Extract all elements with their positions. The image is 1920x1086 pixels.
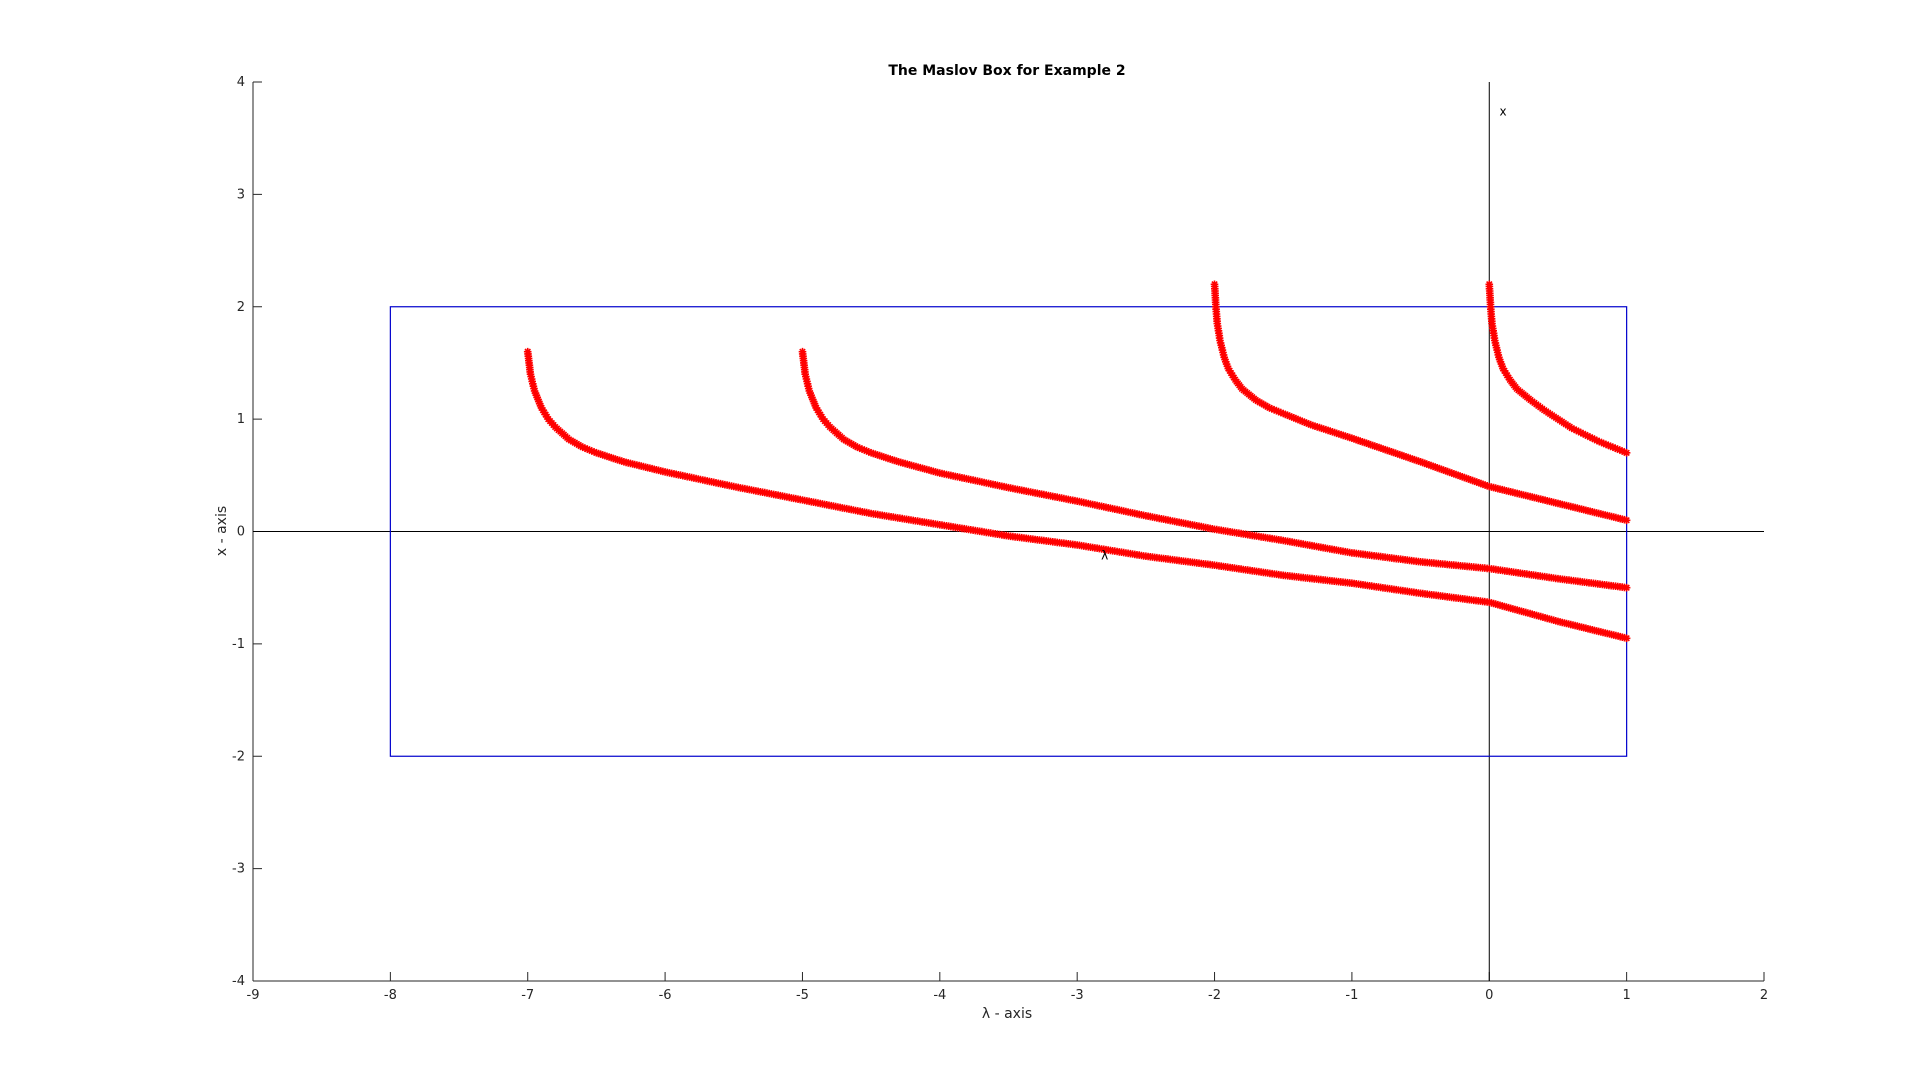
y-tick-label: 1 — [237, 412, 245, 427]
annotations: xλ — [1101, 105, 1506, 563]
x-tick-label: 2 — [1760, 988, 1768, 1003]
x-tick-label: -3 — [1071, 988, 1084, 1003]
y-tick-label: 4 — [237, 75, 245, 90]
x-tick-label: -4 — [933, 988, 946, 1003]
curve-series-3 — [1210, 280, 1631, 525]
maslov-box — [389, 306, 1628, 757]
reference-lines — [253, 82, 1764, 981]
y-tick-label: -4 — [232, 974, 245, 989]
x-tick-label: -6 — [659, 988, 672, 1003]
curve-series-4 — [1485, 280, 1631, 457]
chart-title: The Maslov Box for Example 2 — [888, 63, 1125, 79]
x-axis-label: λ - axis — [982, 1006, 1032, 1022]
y-tick-label: -3 — [232, 862, 245, 877]
y-tick-label: 3 — [237, 187, 245, 202]
curve-markers-2 — [798, 347, 1631, 592]
x-tick-label: -1 — [1345, 988, 1358, 1003]
x-tick-label: -9 — [247, 988, 260, 1003]
annotation-label: λ — [1101, 549, 1108, 563]
x-tick-label: -2 — [1208, 988, 1221, 1003]
eigenvalue-curves — [523, 280, 1631, 643]
curve-markers-4 — [1485, 280, 1631, 457]
y-tick-label: 2 — [237, 300, 245, 315]
x-tick-label: -8 — [384, 988, 397, 1003]
curve-series-1 — [523, 347, 1631, 643]
y-tick-label: -2 — [232, 749, 245, 764]
y-axis-label: x - axis — [214, 506, 230, 556]
x-tick-label: -5 — [796, 988, 809, 1003]
curve-series-2 — [798, 347, 1631, 592]
y-axis-ticks: 4 3 2 1 0 -1 -2 -3 -4 — [232, 75, 262, 989]
x-tick-label: 1 — [1622, 988, 1630, 1003]
y-tick-label: -1 — [232, 637, 245, 652]
annotation-label: x — [1499, 105, 1506, 119]
x-axis-ticks: -9 -8 -7 -6 -5 -4 -3 -2 -1 0 1 2 — [247, 972, 1768, 1003]
curve-markers-3 — [1210, 280, 1631, 525]
x-tick-label: -7 — [521, 988, 534, 1003]
y-tick-label: 0 — [237, 525, 245, 540]
x-tick-label: 0 — [1485, 988, 1493, 1003]
curve-markers-1 — [523, 347, 1631, 643]
